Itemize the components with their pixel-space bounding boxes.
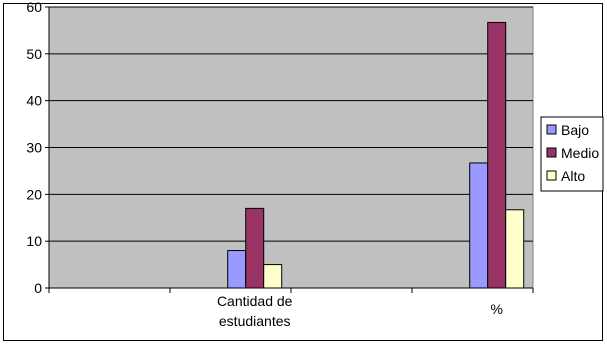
x-category-label: estudiantes: [219, 313, 291, 329]
legend-swatch-medio: [546, 147, 557, 158]
bar-bajo: [227, 250, 247, 289]
y-tick-label: 40: [26, 93, 42, 109]
y-tick-label: 30: [26, 140, 42, 156]
legend-swatch-bajo: [546, 124, 557, 135]
legend-label-medio: Medio: [561, 145, 599, 161]
bar-alto: [263, 264, 283, 289]
y-tick-label: 0: [34, 280, 42, 296]
x-category-label: Cantidad de: [217, 293, 293, 309]
y-tick-label: 20: [26, 186, 42, 202]
bar-bajo: [469, 162, 489, 289]
bar-medio: [487, 21, 507, 289]
y-tick-label: 60: [26, 0, 42, 15]
legend-label-bajo: Bajo: [561, 122, 589, 138]
x-category-label: %: [490, 301, 502, 317]
bar-medio: [245, 207, 265, 289]
bar-alto: [505, 209, 525, 289]
legend-label-alto: Alto: [561, 168, 585, 184]
y-tick-label: 50: [26, 46, 42, 62]
legend-swatch-alto: [546, 170, 557, 181]
y-tick-label: 10: [26, 233, 42, 249]
